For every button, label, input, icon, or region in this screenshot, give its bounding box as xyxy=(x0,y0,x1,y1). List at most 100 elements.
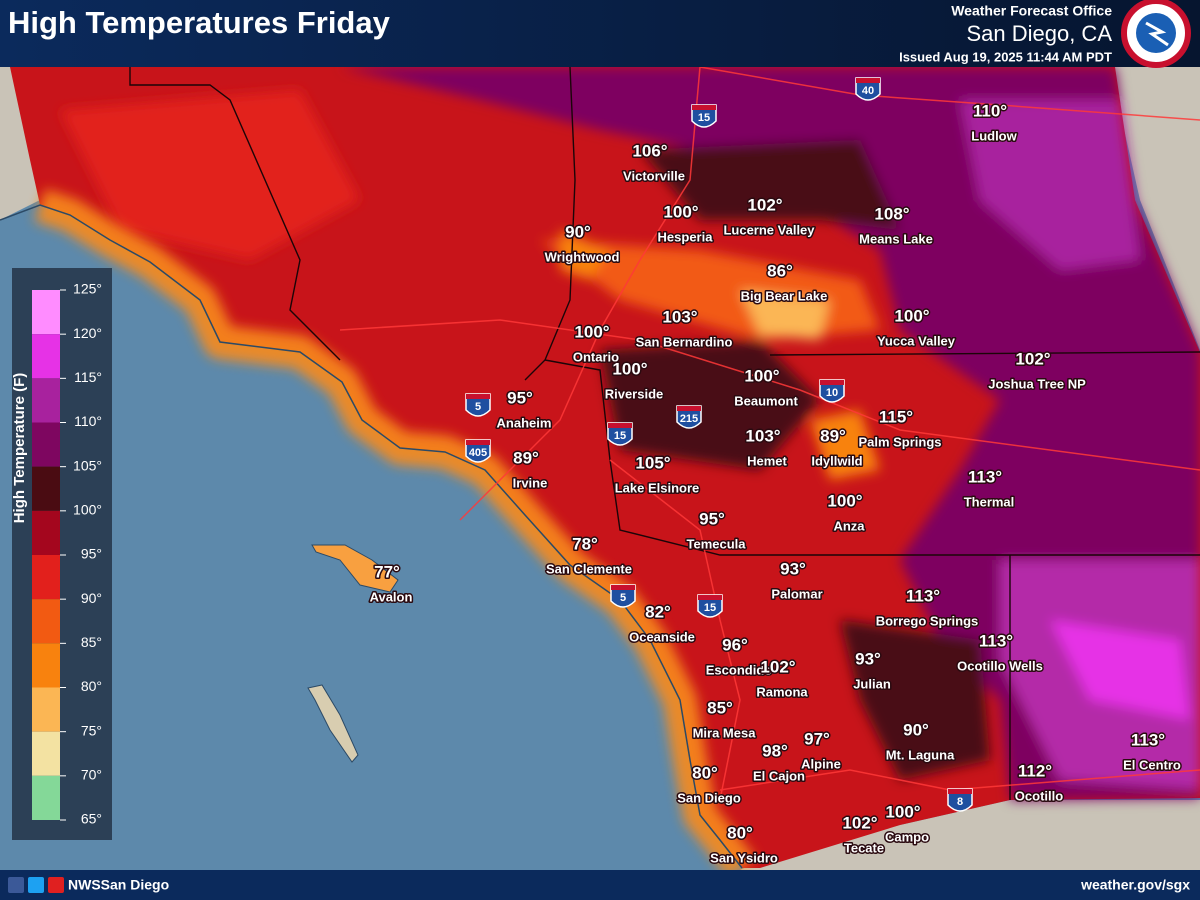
city-name: Tecate xyxy=(844,840,884,855)
legend-tick-label: 80° xyxy=(81,678,102,694)
city-temperature: 100° xyxy=(663,202,698,221)
city-name: Oceanside xyxy=(629,629,695,644)
city: 100° Riverside xyxy=(603,358,665,403)
city-temperature: 95° xyxy=(699,509,725,528)
website[interactable]: weather.gov/sgx xyxy=(1080,877,1190,893)
city-labels: 106°Victorville110°Ludlow100°Hesperia102… xyxy=(368,100,1183,867)
city-name: El Cajon xyxy=(753,768,805,783)
city-temperature: 98° xyxy=(762,741,788,760)
city-name: Palomar xyxy=(771,586,822,601)
location: San Diego, CA xyxy=(966,21,1112,46)
city: 112° Ocotillo xyxy=(1013,760,1064,805)
city-temperature: 115° xyxy=(879,407,913,426)
city-temperature: 100° xyxy=(885,802,920,821)
legend-tick-label: 95° xyxy=(81,546,102,562)
shield-number: 15 xyxy=(698,112,710,124)
legend-swatch xyxy=(32,643,60,688)
city-temperature: 78° xyxy=(572,534,598,553)
city-temperature: 102° xyxy=(1015,349,1050,368)
temperature-shading xyxy=(60,67,1200,800)
nws-logo xyxy=(1121,0,1191,68)
shield-shape xyxy=(947,788,973,812)
city-name: Borrego Springs xyxy=(876,613,979,628)
twitter-icon[interactable] xyxy=(28,877,44,893)
city-temperature: 100° xyxy=(612,359,647,378)
legend-swatch xyxy=(32,466,60,511)
city: 100° Ontario xyxy=(571,321,620,366)
city-temperature: 95° xyxy=(507,388,533,407)
legend-swatch xyxy=(32,775,60,820)
city: 80° San Ysidro xyxy=(709,822,780,867)
shield-top xyxy=(820,380,844,385)
city: 106° Victorville xyxy=(622,140,687,185)
legend: High Temperature (F) 125° 120° 115° 110° 105… xyxy=(11,268,112,840)
city-name: Lake Elsinore xyxy=(615,480,700,495)
city-temperature: 110° xyxy=(973,101,1007,120)
city-name: Ramona xyxy=(756,684,808,699)
city-temperature: 97° xyxy=(804,729,830,748)
city-name: Palm Springs xyxy=(858,434,941,449)
highway-shield: 215 xyxy=(676,405,702,429)
city-name: Mira Mesa xyxy=(693,725,757,740)
city-name: Temecula xyxy=(686,536,746,551)
issued: Issued Aug 19, 2025 11:44 AM PDT xyxy=(899,49,1112,64)
city-name: Victorville xyxy=(623,168,685,183)
city-temperature: 80° xyxy=(692,763,718,782)
city-temperature: 113° xyxy=(1131,730,1165,749)
city-name: Lucerne Valley xyxy=(723,222,815,237)
city-name: Alpine xyxy=(801,756,841,771)
shield-shape xyxy=(855,77,881,101)
legend-tick-label: 115° xyxy=(74,369,102,385)
shield-top xyxy=(608,423,632,428)
legend-tick-label: 75° xyxy=(81,722,102,738)
youtube-icon[interactable] xyxy=(48,877,64,893)
legend-swatch xyxy=(32,290,60,335)
shield-shape xyxy=(607,422,633,446)
legend-tick-label: 105° xyxy=(73,457,102,473)
city: 103° Hemet xyxy=(744,425,789,470)
city-name: San Diego xyxy=(677,790,741,805)
city-name: Anza xyxy=(833,518,865,533)
city-name: Riverside xyxy=(605,386,664,401)
shield-top xyxy=(466,440,490,445)
city: 103° San Bernardino xyxy=(634,306,734,351)
shield-top xyxy=(466,394,490,399)
city: 90° Mt. Laguna xyxy=(884,719,956,764)
city-name: Irvine xyxy=(513,475,548,490)
city-temperature: 89° xyxy=(820,426,846,445)
city-name: Joshua Tree NP xyxy=(988,376,1086,391)
city-temperature: 77° xyxy=(374,562,400,581)
city: 93° Julian xyxy=(852,648,893,693)
city: 105° Lake Elsinore xyxy=(613,452,701,497)
facebook-icon[interactable] xyxy=(8,877,24,893)
city-temperature: 102° xyxy=(760,657,795,676)
city-temperature: 90° xyxy=(903,720,929,739)
city: 102° Tecate xyxy=(841,812,886,857)
city-name: Ocotillo xyxy=(1015,788,1063,803)
city: 89° Irvine xyxy=(511,447,549,492)
shield-shape xyxy=(465,439,491,463)
city-name: Mt. Laguna xyxy=(886,747,955,762)
shield-top xyxy=(948,789,972,794)
city-temperature: 103° xyxy=(745,426,780,445)
legend-swatch xyxy=(32,334,60,379)
city: 95° Anaheim xyxy=(495,387,553,432)
city-temperature: 93° xyxy=(855,649,881,668)
map xyxy=(0,66,1200,879)
shield-number: 5 xyxy=(620,592,626,604)
city-temperature: 82° xyxy=(645,602,671,621)
shield-top xyxy=(677,406,701,411)
city-temperature: 100° xyxy=(894,306,929,325)
city-temperature: 112° xyxy=(1018,761,1052,780)
title: High Temperatures Friday xyxy=(8,5,391,40)
legend-tick-label: 90° xyxy=(81,590,102,606)
county-lines xyxy=(129,66,1200,800)
footer-bar xyxy=(0,870,1200,900)
legend-box xyxy=(12,268,112,840)
city-name: Escondido xyxy=(706,662,773,677)
social-handle: NWSSan Diego xyxy=(68,877,169,893)
city: 113° El Centro xyxy=(1122,729,1183,774)
city: 100° Anza xyxy=(826,490,867,535)
city-name: Yucca Valley xyxy=(877,333,956,348)
highway-shield: 15 xyxy=(607,422,633,446)
